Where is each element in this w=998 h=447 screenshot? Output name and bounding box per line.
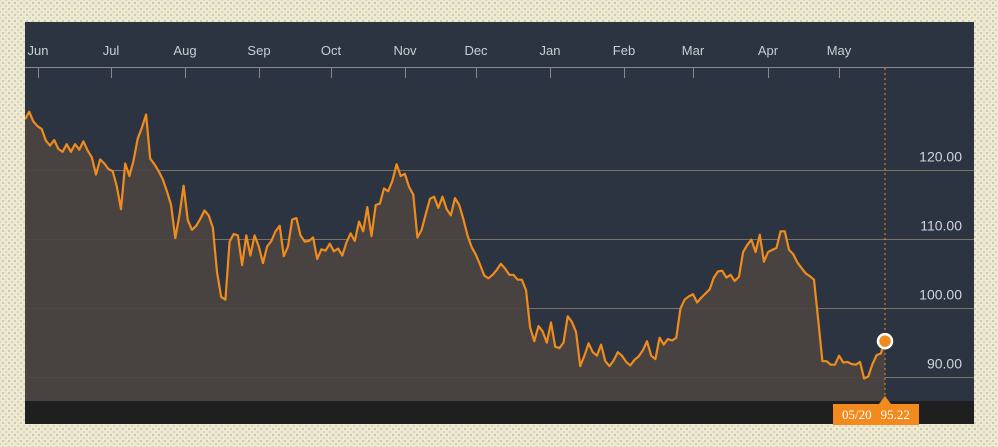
month-label: Jun xyxy=(28,43,49,58)
price-line xyxy=(25,110,887,380)
value-readout: 05/20 95.22 xyxy=(833,404,919,425)
month-label: Feb xyxy=(613,43,635,58)
last-value-marker[interactable] xyxy=(876,332,894,350)
month-label: Nov xyxy=(393,43,417,58)
readout-value: 95.22 xyxy=(880,406,910,422)
price-chart: Jun Jul Aug Sep Oct Nov Dec Jan Feb Mar Apr May 120.… xyxy=(25,22,974,424)
month-label: Mar xyxy=(682,43,705,58)
month-label: Apr xyxy=(758,43,779,58)
price-area xyxy=(25,111,885,401)
y-tick-label: 100.00 xyxy=(919,287,962,303)
bottom-strip xyxy=(25,401,974,424)
month-label: May xyxy=(827,43,852,58)
y-tick-label: 90.00 xyxy=(927,356,962,372)
readout-date: 05/20 xyxy=(842,406,872,422)
month-label: Oct xyxy=(321,43,342,58)
month-label: Aug xyxy=(173,43,196,58)
chart-svg: Jun Jul Aug Sep Oct Nov Dec Jan Feb Mar Apr May 120.… xyxy=(25,43,974,424)
readout-pointer xyxy=(879,396,891,404)
y-tick-label: 110.00 xyxy=(920,218,962,234)
month-label: Sep xyxy=(247,43,270,58)
y-tick-label: 120.00 xyxy=(919,149,962,165)
month-label: Jul xyxy=(103,43,120,58)
axis-labels: Jun Jul Aug Sep Oct Nov Dec Jan Feb Mar Apr May 120.… xyxy=(28,43,963,372)
month-label: Jan xyxy=(540,43,561,58)
month-label: Dec xyxy=(464,43,488,58)
